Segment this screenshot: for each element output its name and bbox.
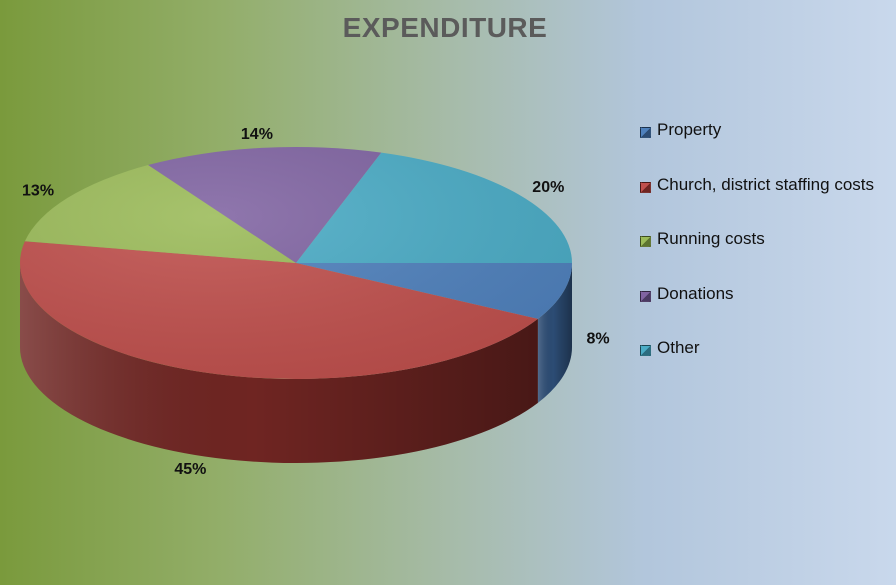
legend-swatch-running-costs <box>640 236 651 247</box>
legend-label: Donations <box>657 283 734 303</box>
data-label-other: 20% <box>532 179 564 196</box>
legend-swatch-donations <box>640 290 651 302</box>
data-label-donations: 14% <box>241 126 273 143</box>
data-label-church-district-staffing-costs: 45% <box>174 461 206 478</box>
chart-title: EXPENDITURE <box>342 12 548 43</box>
legend-swatch-church-district-staffing-costs <box>640 181 651 193</box>
legend-swatch-property <box>640 127 651 138</box>
legend-swatch-other <box>640 345 651 356</box>
pie-side-shade-property <box>537 263 572 403</box>
pie-top-gloss <box>20 147 572 379</box>
legend-label: Running costs <box>657 229 765 248</box>
legend-label: Property <box>657 120 722 139</box>
legend-label: Other <box>657 338 700 357</box>
data-label-property: 8% <box>587 330 610 347</box>
legend-label: Church, district staffing costs <box>657 174 874 194</box>
pie-side-shade-church-district-staffing-costs <box>20 263 538 463</box>
data-label-running-costs: 13% <box>22 182 54 199</box>
